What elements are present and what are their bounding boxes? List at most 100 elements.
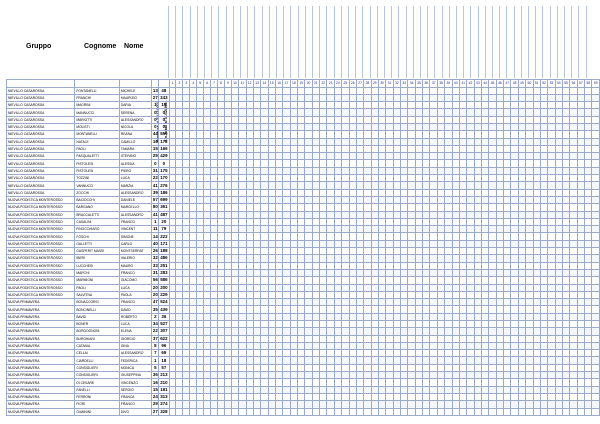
race-cell bbox=[495, 122, 505, 132]
race-cell bbox=[458, 137, 468, 146]
race-cell bbox=[480, 130, 490, 139]
race-cell bbox=[223, 217, 232, 227]
race-cell bbox=[444, 232, 453, 241]
race-cell bbox=[561, 152, 571, 161]
race-cell bbox=[326, 356, 335, 365]
race-cell bbox=[539, 371, 549, 380]
race-cell bbox=[400, 283, 409, 292]
race-cell bbox=[238, 356, 247, 365]
race-cell bbox=[554, 363, 563, 373]
race-cell bbox=[517, 181, 527, 190]
race-cell bbox=[341, 174, 350, 183]
race-cell bbox=[569, 363, 578, 373]
race-cell bbox=[274, 247, 284, 256]
race-cell bbox=[584, 261, 593, 270]
race-cell bbox=[488, 232, 497, 241]
name-cell: ALESSANDRO bbox=[118, 188, 153, 197]
race-cell bbox=[175, 319, 184, 329]
race-cell bbox=[591, 312, 600, 322]
race-column-header bbox=[312, 6, 320, 78]
race-cell bbox=[400, 356, 409, 365]
race-cell bbox=[488, 122, 497, 132]
race-cell bbox=[326, 327, 335, 336]
race-cell bbox=[289, 174, 299, 183]
race-cell bbox=[532, 407, 541, 416]
race-cell bbox=[429, 122, 438, 132]
table-row: NUOVA PODISTICA MONTEROSSO LUCCHESI MAURO 3… bbox=[5, 261, 600, 270]
race-cell bbox=[429, 239, 438, 249]
race-cell bbox=[203, 385, 212, 394]
race-cell bbox=[245, 290, 254, 300]
presenze-cell: 8 bbox=[151, 341, 160, 351]
race-cell bbox=[168, 181, 177, 190]
race-cell bbox=[252, 130, 262, 139]
race-cell bbox=[385, 319, 394, 329]
race-cell bbox=[436, 203, 446, 212]
race-cell bbox=[429, 363, 438, 373]
surname-cell: MARIOTTI bbox=[74, 115, 120, 125]
race-cell bbox=[480, 312, 490, 322]
race-cell bbox=[458, 232, 468, 241]
race-cell bbox=[532, 298, 541, 307]
race-cell bbox=[495, 188, 505, 197]
race-cell bbox=[488, 371, 497, 380]
race-cell bbox=[422, 341, 431, 351]
race-cell bbox=[230, 152, 240, 161]
race-cell bbox=[182, 225, 191, 234]
race-cell bbox=[503, 239, 512, 249]
race-cell bbox=[189, 137, 198, 146]
race-cell bbox=[429, 407, 438, 416]
race-cell bbox=[591, 130, 600, 139]
race-cell bbox=[377, 217, 387, 227]
race-cell bbox=[480, 137, 490, 146]
race-cell bbox=[488, 144, 497, 154]
race-cell bbox=[282, 174, 291, 183]
race-cell bbox=[488, 312, 497, 322]
race-cell bbox=[238, 298, 247, 307]
race-cell bbox=[230, 203, 240, 212]
race-cell bbox=[282, 239, 291, 249]
race-cell bbox=[189, 392, 198, 402]
race-cell bbox=[252, 159, 262, 168]
race-cell bbox=[414, 217, 424, 227]
race-column-header bbox=[585, 6, 594, 78]
race-cell bbox=[210, 312, 218, 322]
race-cell bbox=[466, 217, 475, 227]
race-cell bbox=[429, 86, 438, 95]
race-cell bbox=[189, 254, 198, 263]
race-cell bbox=[584, 276, 593, 285]
race-cell bbox=[267, 144, 276, 154]
race-cell bbox=[363, 210, 372, 219]
race-cell bbox=[458, 349, 468, 358]
race-column-header bbox=[182, 6, 190, 78]
race-cell bbox=[196, 298, 205, 307]
race-cell bbox=[217, 319, 225, 329]
race-cell bbox=[451, 152, 460, 161]
race-cell bbox=[451, 232, 460, 241]
presenze-cell: 15 bbox=[151, 144, 160, 154]
race-cell bbox=[510, 217, 519, 227]
race-cell bbox=[326, 290, 335, 300]
race-cell bbox=[451, 312, 460, 322]
race-cell bbox=[576, 159, 586, 168]
race-cell bbox=[385, 400, 394, 409]
race-cell bbox=[326, 392, 335, 402]
race-cell bbox=[311, 319, 321, 329]
race-cell bbox=[436, 371, 446, 380]
race-cell bbox=[495, 225, 505, 234]
race-cell bbox=[196, 181, 205, 190]
race-cell bbox=[584, 188, 593, 197]
race-cell bbox=[458, 130, 468, 139]
column-number: 56 bbox=[569, 79, 578, 88]
presenze-cell: 24 bbox=[151, 392, 160, 402]
race-cell bbox=[392, 247, 402, 256]
race-cell bbox=[385, 371, 394, 380]
race-cell bbox=[510, 86, 519, 95]
race-cell bbox=[591, 188, 600, 197]
race-cell bbox=[252, 385, 262, 394]
race-cell bbox=[260, 115, 269, 125]
race-cell bbox=[466, 159, 475, 168]
column-number: 19 bbox=[296, 79, 306, 88]
race-cell bbox=[175, 115, 184, 125]
race-cell bbox=[584, 290, 593, 300]
